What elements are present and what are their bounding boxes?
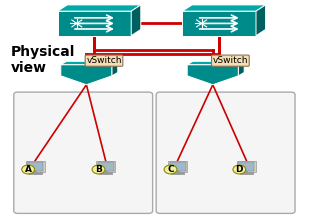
FancyBboxPatch shape — [237, 161, 256, 172]
Polygon shape — [58, 11, 131, 36]
Circle shape — [164, 165, 177, 174]
Polygon shape — [238, 61, 244, 76]
Text: C: C — [167, 165, 174, 174]
FancyBboxPatch shape — [27, 162, 43, 171]
FancyBboxPatch shape — [98, 162, 114, 171]
Polygon shape — [187, 61, 244, 65]
Circle shape — [92, 165, 105, 174]
FancyBboxPatch shape — [156, 92, 295, 213]
Polygon shape — [182, 11, 256, 36]
Text: B: B — [95, 165, 102, 174]
Polygon shape — [61, 61, 118, 65]
Text: Physical
view: Physical view — [11, 45, 76, 75]
FancyBboxPatch shape — [238, 162, 254, 171]
FancyBboxPatch shape — [14, 92, 153, 213]
Polygon shape — [112, 61, 118, 76]
FancyBboxPatch shape — [170, 162, 186, 171]
Circle shape — [22, 165, 35, 174]
FancyBboxPatch shape — [26, 161, 45, 172]
Text: D: D — [236, 165, 243, 174]
Polygon shape — [58, 5, 141, 11]
Polygon shape — [61, 65, 112, 85]
Polygon shape — [182, 5, 266, 11]
FancyBboxPatch shape — [96, 161, 115, 172]
Text: vSwitch: vSwitch — [213, 56, 248, 65]
Text: vSwitch: vSwitch — [86, 56, 122, 65]
Polygon shape — [187, 65, 238, 85]
Polygon shape — [256, 5, 266, 36]
FancyBboxPatch shape — [168, 161, 187, 172]
Text: A: A — [25, 165, 32, 174]
Polygon shape — [131, 5, 141, 36]
Circle shape — [233, 165, 246, 174]
